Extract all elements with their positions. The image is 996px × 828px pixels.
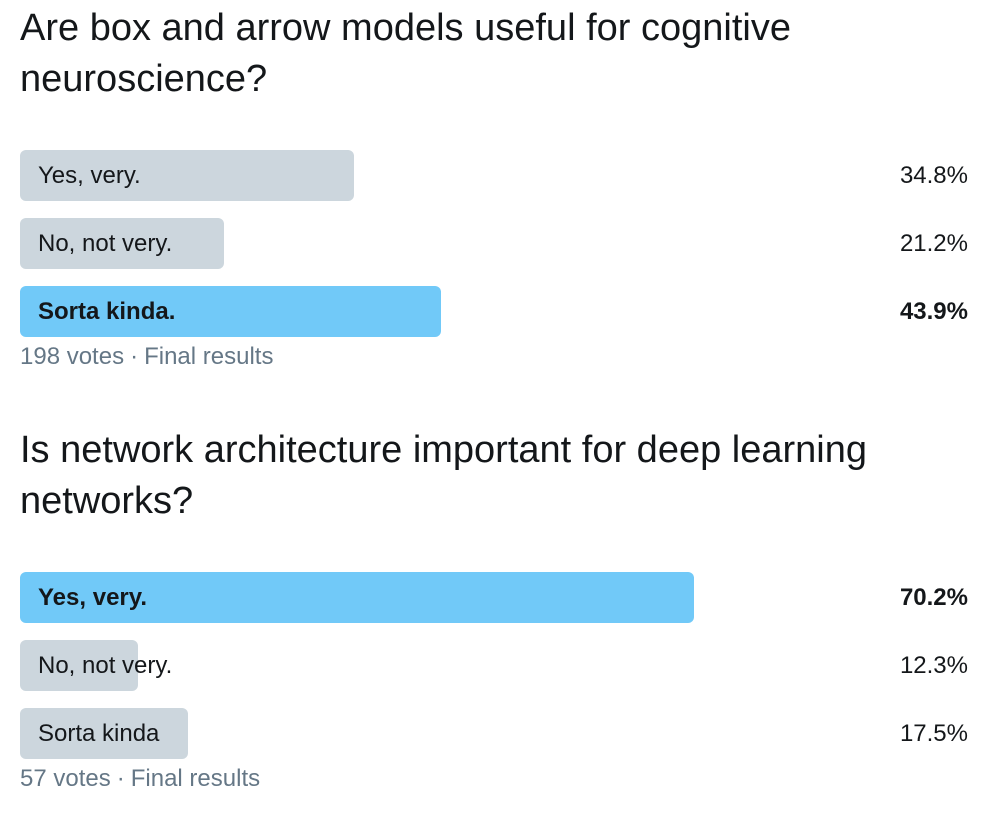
meta-separator: · bbox=[130, 343, 139, 370]
poll-option-percent: 17.5% bbox=[899, 720, 968, 747]
poll-option-label: Sorta kinda. bbox=[38, 298, 176, 325]
poll-option-percent: 34.8% bbox=[899, 162, 968, 189]
poll-option: Sorta kinda. 43.9% bbox=[20, 286, 968, 354]
poll-option-bar bbox=[20, 572, 694, 623]
poll-option-label: Sorta kinda bbox=[38, 720, 160, 747]
poll-option: No, not very. 21.2% bbox=[20, 218, 968, 286]
poll-question: Are box and arrow models useful for cogn… bbox=[20, 7, 791, 100]
poll-option: No, not very. 12.3% bbox=[20, 640, 968, 708]
poll-option-label: Yes, very. bbox=[38, 162, 141, 189]
poll-option-percent: 21.2% bbox=[899, 230, 968, 257]
poll-question: Is network architecture important for de… bbox=[20, 429, 867, 522]
poll-meta: 57 votes · Final results bbox=[20, 764, 968, 794]
poll-option-label: No, not very. bbox=[38, 652, 173, 679]
poll-status: Final results bbox=[144, 343, 274, 370]
poll-options: Yes, very. 70.2% No, not very. 12.3% Sor… bbox=[20, 572, 968, 776]
poll-option-bar bbox=[20, 708, 188, 759]
vote-count: 57 votes bbox=[20, 765, 111, 792]
poll-option: Yes, very. 70.2% bbox=[20, 572, 968, 640]
poll-option-percent: 43.9% bbox=[899, 298, 968, 325]
poll-2: Is network architecture important for de… bbox=[20, 425, 968, 794]
poll-option: Yes, very. 34.8% bbox=[20, 150, 968, 218]
poll-status: Final results bbox=[130, 765, 261, 792]
poll-option-bar bbox=[20, 286, 441, 337]
poll-option-label: No, not very. bbox=[38, 230, 173, 257]
poll-option-bar bbox=[20, 150, 354, 201]
poll-option-label: Yes, very. bbox=[38, 584, 147, 611]
poll-meta: 198 votes · Final results bbox=[20, 342, 968, 372]
poll-options: Yes, very. 34.8% No, not very. 21.2% Sor… bbox=[20, 150, 968, 354]
meta-separator: · bbox=[116, 765, 125, 792]
vote-count: 198 votes bbox=[20, 343, 125, 370]
poll-option: Sorta kinda 17.5% bbox=[20, 708, 968, 776]
poll-option-percent: 70.2% bbox=[899, 584, 968, 611]
poll-option-bar bbox=[20, 218, 224, 269]
poll-option-bar bbox=[20, 640, 138, 691]
poll-option-percent: 12.3% bbox=[899, 652, 968, 679]
poll-1: Are box and arrow models useful for cogn… bbox=[20, 3, 968, 372]
